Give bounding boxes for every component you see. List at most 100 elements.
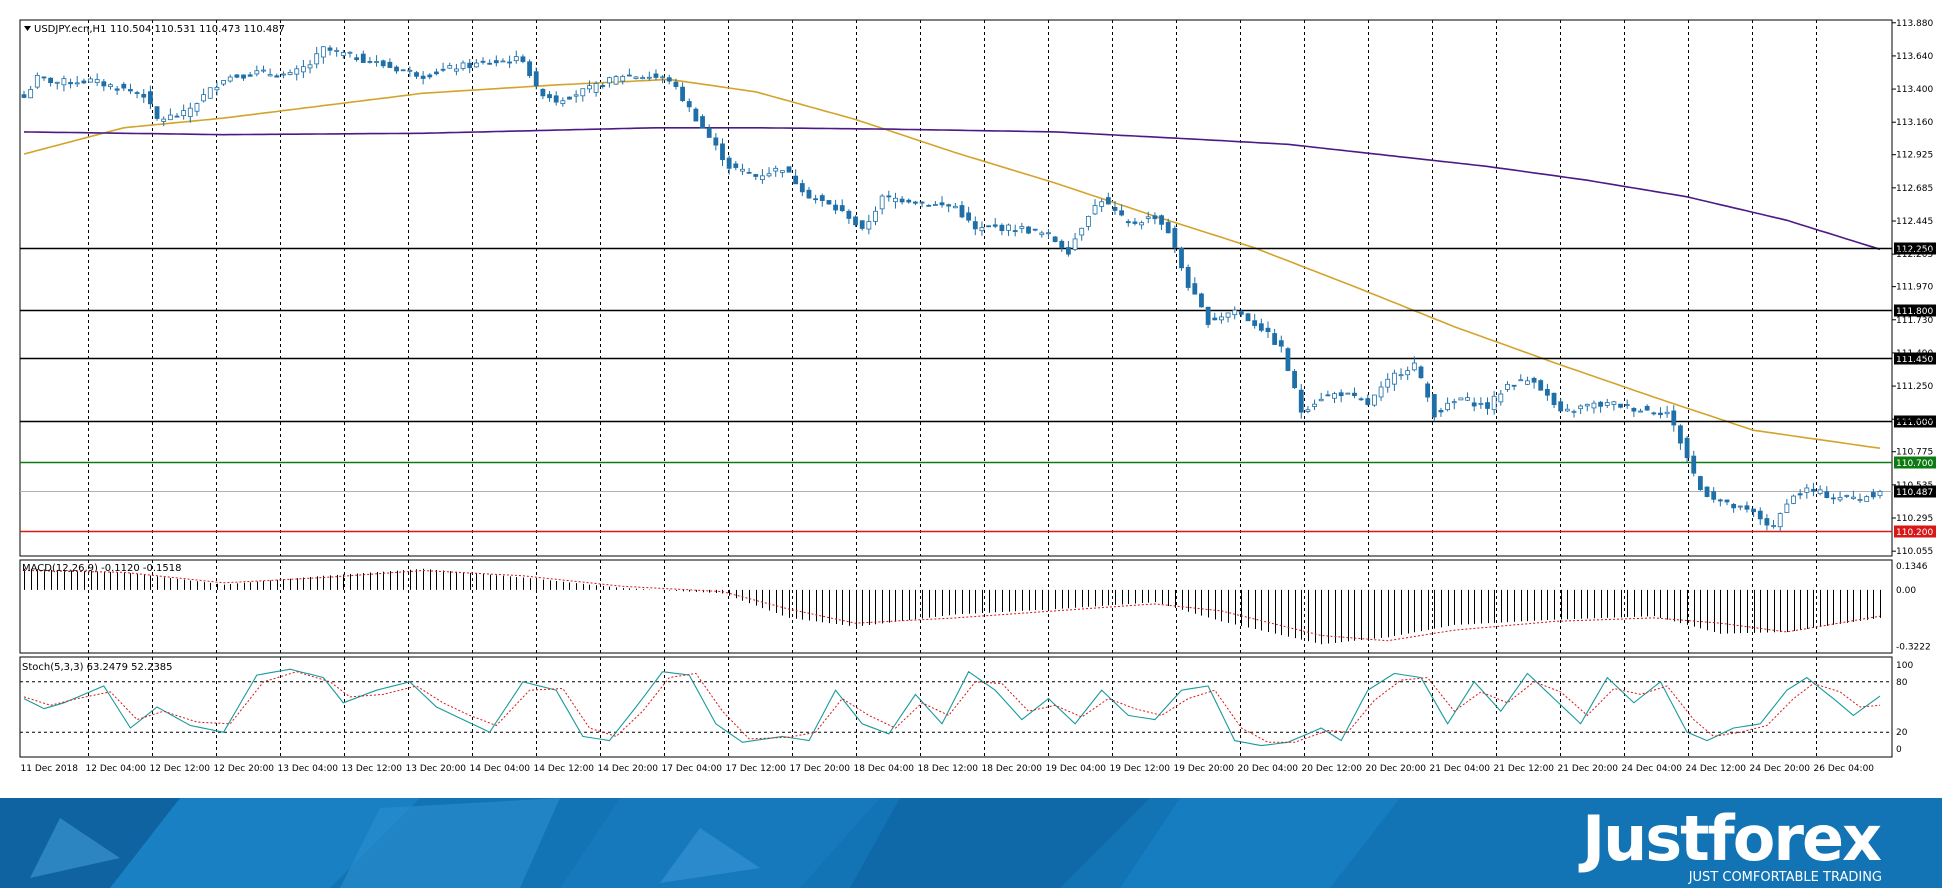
candle-bear (48, 77, 54, 84)
candle-bear (380, 60, 386, 67)
candle-bull (1345, 392, 1351, 395)
candle-bear (1298, 389, 1304, 413)
candle-bull (1837, 497, 1843, 501)
candle-bull (340, 52, 346, 56)
candle-bear (1538, 380, 1544, 391)
candle-bull (161, 118, 167, 122)
candle-bull (1777, 513, 1783, 528)
y-tick-label: 113.400 (1896, 85, 1933, 95)
candle-bear (906, 199, 912, 203)
candle-bear (1744, 505, 1750, 510)
last-price-tag (1894, 485, 1936, 498)
candle-bear (1258, 323, 1264, 331)
candle-bear (121, 83, 127, 89)
candle-bear (1325, 394, 1331, 397)
candle-bull (1372, 394, 1377, 406)
candle-bull (1465, 397, 1470, 401)
candle-bear (813, 198, 819, 201)
candle-bear (1245, 313, 1251, 322)
candle-bull (254, 70, 260, 75)
x-tick-label: 14 Dec 12:00 (534, 764, 595, 774)
candle-bull (646, 76, 652, 79)
candle-bear (1172, 228, 1178, 248)
candle-bull (513, 56, 519, 62)
candle-bull (1398, 374, 1404, 377)
candle-bear (1165, 221, 1171, 234)
candle-bear (1059, 240, 1065, 249)
candle-bull (1451, 401, 1457, 404)
x-tick-label: 21 Dec 04:00 (1430, 764, 1491, 774)
candle-bull (1624, 404, 1630, 406)
candle-bear (354, 57, 360, 60)
y-tick-label: 113.160 (1896, 118, 1933, 128)
symbol-header: USDJPY.ecn,H1 (34, 24, 106, 35)
candle-bull (932, 204, 938, 206)
candle-bear (1711, 491, 1717, 500)
stoch-header: Stoch(5,3,3) 63.2479 52.2385 (22, 662, 173, 673)
candle-bull (1591, 402, 1597, 409)
price-axis: 113.880 113.640 113.400 113.160 112.925 112.6… (1892, 19, 1933, 557)
candle-bull (447, 65, 453, 69)
candle-bear (1751, 508, 1757, 513)
x-tick-label: 19 Dec 04:00 (1046, 764, 1107, 774)
x-tick-label: 26 Dec 04:00 (1814, 764, 1875, 774)
candle-bear (680, 86, 685, 102)
x-tick-label: 21 Dec 20:00 (1558, 764, 1619, 774)
candle-bear (1066, 247, 1071, 255)
level-tag (1894, 352, 1936, 365)
candle-bear (826, 200, 832, 205)
candle-bull (613, 76, 619, 85)
candle-bull (214, 86, 220, 91)
y-tick-label: 111.010 (1896, 415, 1933, 425)
candle-bull (1771, 525, 1776, 527)
candle-bull (334, 49, 340, 52)
dropdown-triangle-icon[interactable] (24, 26, 31, 31)
candle-bull (207, 87, 213, 99)
candle-bear (753, 174, 759, 177)
candle-bear (1757, 510, 1763, 520)
candle-bear (1338, 392, 1344, 397)
candle-bull (194, 103, 200, 112)
candle-bull (1405, 370, 1411, 376)
candle-bull (287, 72, 293, 75)
candle-bull (1584, 403, 1590, 407)
candle-bull (893, 197, 898, 203)
candle-bull (779, 170, 785, 173)
candle-bear (839, 205, 845, 212)
candle-bull (1445, 402, 1450, 411)
candle-bull (1318, 398, 1324, 402)
candle-bear (693, 108, 699, 122)
stoch-y-tick-label: 80 (1896, 678, 1908, 688)
x-tick-label: 17 Dec 12:00 (726, 764, 787, 774)
candle-bull (620, 76, 626, 82)
candle-bear (394, 66, 399, 72)
candle-bull (454, 68, 459, 72)
x-tick-label: 18 Dec 20:00 (982, 764, 1043, 774)
level-tag (1894, 415, 1936, 428)
candle-bear (1764, 518, 1770, 526)
candle-bull (347, 51, 353, 54)
candle-bear (420, 75, 426, 79)
candle-bear (946, 204, 952, 207)
candle-bear (1691, 455, 1697, 474)
candle-bear (1119, 210, 1125, 216)
candle-bear (793, 175, 799, 185)
candle-bull (1225, 312, 1231, 318)
candle-bear (1418, 366, 1424, 379)
candle-bear (1511, 384, 1517, 387)
candle-bull (1006, 224, 1011, 231)
y-tick-label: 111.490 (1896, 349, 1933, 359)
candle-bull (307, 64, 313, 69)
candle-bull (54, 81, 60, 84)
candle-bear (886, 195, 892, 198)
y-tick-label: 111.250 (1896, 382, 1933, 392)
candle-bear (234, 74, 240, 78)
x-tick-label: 20 Dec 04:00 (1238, 764, 1299, 774)
candle-bull (979, 227, 985, 232)
candle-bull (1039, 232, 1045, 236)
y-tick-label: 110.775 (1896, 448, 1933, 458)
candle-bull (1092, 205, 1098, 215)
y-tick-label: 110.295 (1896, 514, 1933, 524)
candle-bull (1072, 238, 1078, 251)
candle-bear (274, 75, 280, 78)
